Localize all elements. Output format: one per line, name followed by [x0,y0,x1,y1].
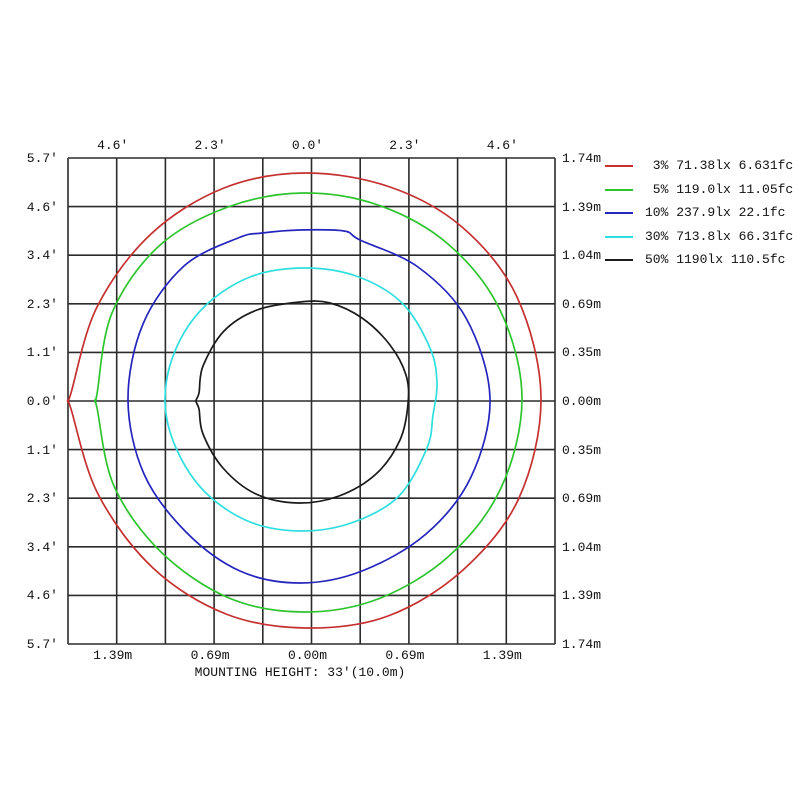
contour-3% [66,172,542,629]
axis-tick-label: 2.3' [26,296,58,312]
axis-tick-label: 4.6' [486,138,518,153]
legend-swatch-line [605,212,633,214]
contour-30% [164,267,438,532]
axis-tick-label: 5.7' [26,151,58,166]
legend-swatch-line [605,165,633,167]
axis-tick-label: 3.4' [26,539,58,555]
axis-tick-label: 1.1' [26,442,58,458]
contour-5% [93,192,523,613]
axis-tick-label: 4.6' [26,588,58,604]
axis-tick-label: 0.35m [562,442,602,458]
axis-tick-label: 1.04m [562,539,602,555]
legend-label: 10% 237.9lx 22.1fc [645,205,786,220]
legend-label: 30% 713.8lx 66.31fc [645,228,794,244]
axis-tick-label: 1.39m [482,648,522,663]
axis-tick-label: 3.4' [26,248,58,264]
axis-tick-label: 2.3' [389,138,421,153]
axis-tick-label: 0.35m [562,345,602,361]
axis-tick-label: 0.0' [26,394,58,409]
axis-tick-label: 1.39m [93,648,133,663]
axis-tick-label: 0.69m [385,648,425,663]
legend-swatch-line [605,235,633,238]
axis-tick-label: 0.00m [562,394,602,409]
axis-tick-label: 0.0' [291,138,324,153]
grid-lines [67,157,556,645]
axis-tick-label: 1.74m [562,637,602,652]
axis-tick-label: 4.6' [97,138,129,153]
axis-tick-label: 1.39m [562,199,602,215]
axis-tick-label: 2.3' [194,138,226,153]
axis-tick-label: 0.00m [287,648,328,663]
legend-swatch-line [605,259,633,261]
legend-label: 5% 119.0lx 11.05fc [645,181,794,197]
contour-10% [127,228,491,584]
axis-tick-label: 1.74m [562,151,602,166]
axis-tick-label: 5.7' [26,637,58,652]
axis-tick-label: 4.6' [26,199,58,215]
axis-tick-label: 1.04m [562,248,602,264]
axis-tick-label: 1.39m [562,588,602,604]
contour-50% [195,300,410,504]
axis-tick-label: 0.69m [562,491,602,507]
axis-tick-label: 0.69m [562,296,602,312]
axis-tick-label: 0.69m [190,648,230,663]
legend-label: 50% 1190lx 110.5fc [645,252,786,267]
legend-label: 3% 71.38lx 6.631fc [645,158,794,173]
legend-swatch-line [605,188,633,191]
axis-tick-label: 1.1' [26,345,58,361]
mounting-height-label: MOUNTING HEIGHT: 33'(10.0m) [194,665,406,680]
axis-tick-label: 2.3' [26,491,58,507]
